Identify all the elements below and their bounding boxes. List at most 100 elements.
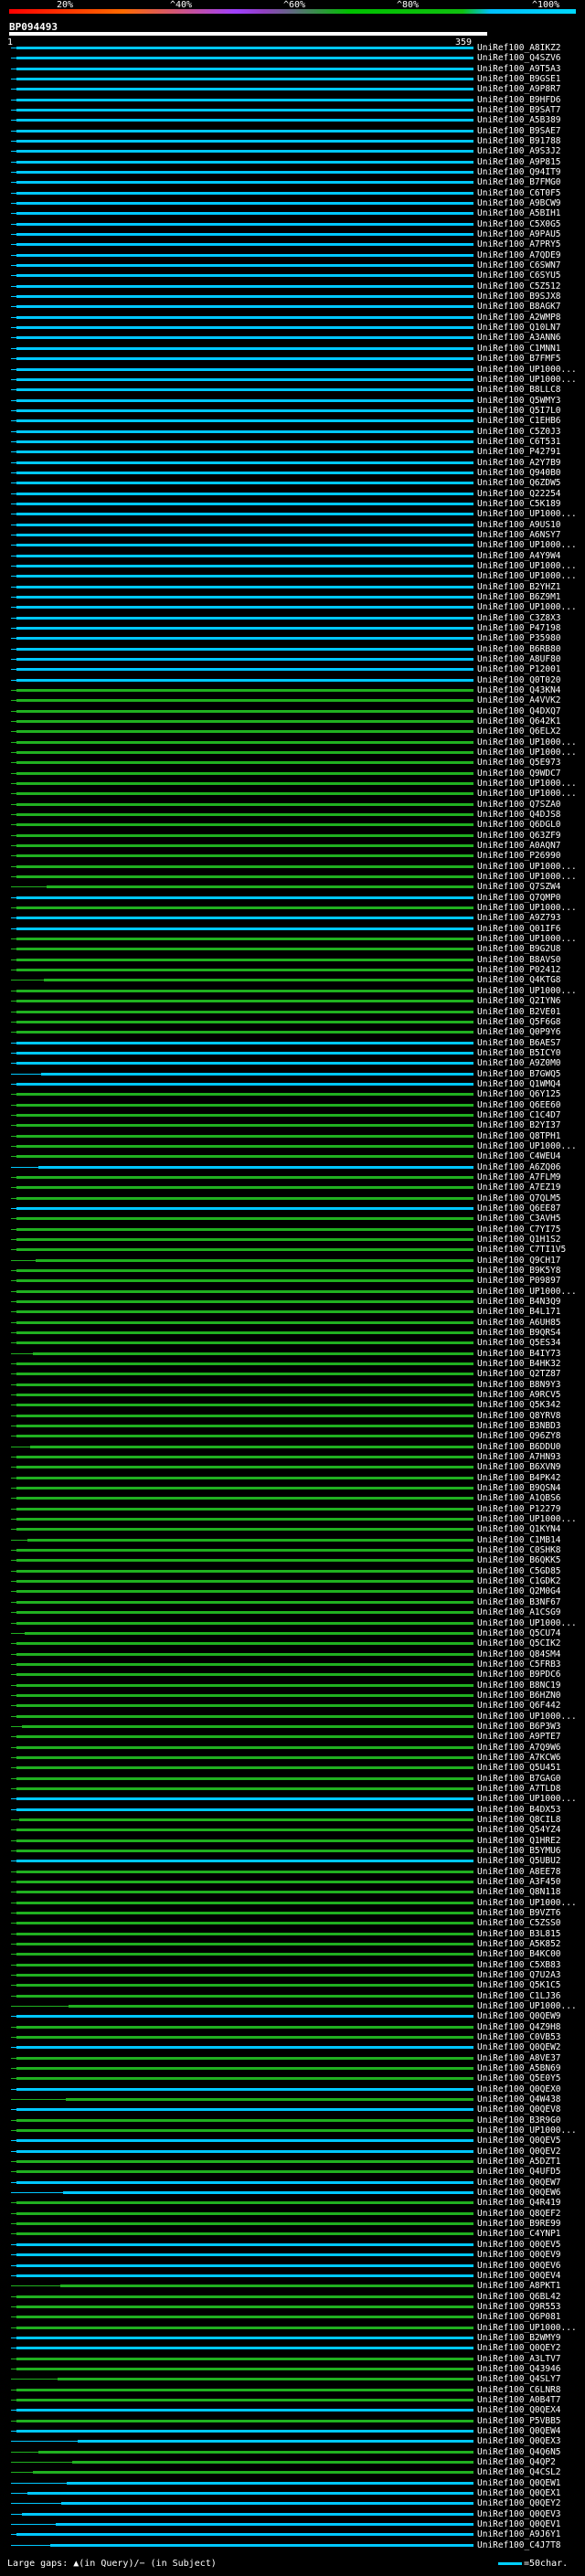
hit-id-label[interactable]: UniRef100_A9RCV5 [477,1390,561,1401]
hit-row[interactable]: UniRef100_UP1000... [0,2322,585,2334]
hit-row[interactable]: UniRef100_UP1000... [0,1897,585,1909]
hit-row[interactable]: UniRef100_Q5U451 [0,1762,585,1774]
hit-row[interactable]: UniRef100_A2Y7B9 [0,457,585,469]
hit-id-label[interactable]: UniRef100_A7QDE9 [477,249,561,260]
hit-id-label[interactable]: UniRef100_A5K852 [477,1939,561,1949]
hit-row[interactable]: UniRef100_P12001 [0,663,585,675]
hit-id-label[interactable]: UniRef100_B2YHZ1 [477,581,561,592]
hit-row[interactable]: UniRef100_C4J7T8 [0,2539,585,2551]
hit-row[interactable]: UniRef100_A5B389 [0,114,585,126]
hit-id-label[interactable]: UniRef100_Q0QEV5 [477,2239,561,2250]
hit-row[interactable]: UniRef100_UP1000... [0,364,585,376]
hit-row[interactable]: UniRef100_Q0QEW6 [0,2187,585,2199]
hit-row[interactable]: UniRef100_B9G2U8 [0,943,585,955]
hit-row[interactable]: UniRef100_Q4Z9H8 [0,2021,585,2033]
hit-row[interactable]: UniRef100_A8EE78 [0,1866,585,1878]
hit-id-label[interactable]: UniRef100_B8AGK7 [477,302,561,313]
hit-id-label[interactable]: UniRef100_UP1000... [477,1897,577,1908]
hit-id-label[interactable]: UniRef100_P35980 [477,633,561,644]
hit-row[interactable]: UniRef100_Q6Y125 [0,1088,585,1100]
hit-id-label[interactable]: UniRef100_C7YI75 [477,1224,561,1235]
hit-id-label[interactable]: UniRef100_Q9CH17 [477,1255,561,1266]
hit-row[interactable]: UniRef100_P35980 [0,632,585,644]
hit-id-label[interactable]: UniRef100_B8NC19 [477,1680,561,1691]
hit-row[interactable]: UniRef100_Q0QEV3 [0,2508,585,2520]
hit-id-label[interactable]: UniRef100_Q8TPH1 [477,1130,561,1141]
hit-id-label[interactable]: UniRef100_UP1000... [477,374,577,385]
hit-id-label[interactable]: UniRef100_A9S3J2 [477,146,561,157]
hit-id-label[interactable]: UniRef100_B4DX53 [477,1804,561,1815]
hit-row[interactable]: UniRef100_C5X0G5 [0,218,585,230]
hit-row[interactable]: UniRef100_Q4DXQ7 [0,705,585,717]
hit-row[interactable]: UniRef100_A5K852 [0,1938,585,1950]
hit-row[interactable]: UniRef100_Q43946 [0,2363,585,2375]
hit-row[interactable]: UniRef100_A9PAU5 [0,228,585,240]
hit-row[interactable]: UniRef100_B2VE01 [0,1006,585,1018]
hit-row[interactable]: UniRef100_Q54YZ4 [0,1824,585,1836]
hit-id-label[interactable]: UniRef100_B2VE01 [477,1006,561,1017]
hit-id-label[interactable]: UniRef100_C0VB53 [477,2032,561,2043]
hit-id-label[interactable]: UniRef100_Q6ZDW5 [477,478,561,489]
hit-id-label[interactable]: UniRef100_Q6DGL0 [477,820,561,831]
hit-id-label[interactable]: UniRef100_A1QBS6 [477,1493,561,1504]
hit-id-label[interactable]: UniRef100_C1EHB6 [477,416,561,427]
hit-id-label[interactable]: UniRef100_Q6P081 [477,2312,561,2323]
hit-row[interactable]: UniRef100_B4HK32 [0,1358,585,1370]
hit-row[interactable]: UniRef100_UP1000... [0,1793,585,1805]
hit-id-label[interactable]: UniRef100_B9SAT7 [477,105,561,116]
hit-id-label[interactable]: UniRef100_C6LNR8 [477,2384,561,2395]
hit-id-label[interactable]: UniRef100_Q7QMP0 [477,892,561,903]
hit-row[interactable]: UniRef100_Q63ZF9 [0,830,585,842]
hit-id-label[interactable]: UniRef100_Q0QEV9 [477,2250,561,2261]
hit-id-label[interactable]: UniRef100_Q0QEW6 [477,2188,561,2199]
hit-id-label[interactable]: UniRef100_Q5WMY3 [477,395,561,406]
hit-id-label[interactable]: UniRef100_A1CSG9 [477,1607,561,1618]
hit-row[interactable]: UniRef100_Q5UBU2 [0,1855,585,1867]
hit-row[interactable]: UniRef100_A7EZ19 [0,1182,585,1193]
hit-id-label[interactable]: UniRef100_Q0QEW9 [477,2011,561,2022]
hit-row[interactable]: UniRef100_C7YI75 [0,1224,585,1235]
hit-id-label[interactable]: UniRef100_P09897 [477,1276,561,1287]
hit-id-label[interactable]: UniRef100_A7PRY5 [477,239,561,250]
hit-row[interactable]: UniRef100_Q2M0G4 [0,1585,585,1597]
hit-row[interactable]: UniRef100_Q4DJS8 [0,809,585,821]
hit-row[interactable]: UniRef100_C5FRB3 [0,1659,585,1670]
hit-id-label[interactable]: UniRef100_B9SJX8 [477,292,561,302]
hit-id-label[interactable]: UniRef100_B6DDU0 [477,1441,561,1452]
hit-row[interactable]: UniRef100_A1QBS6 [0,1492,585,1504]
hit-id-label[interactable]: UniRef100_B4HK32 [477,1359,561,1370]
hit-row[interactable]: UniRef100_A5BIH1 [0,207,585,219]
hit-row[interactable]: UniRef100_B6RB80 [0,643,585,655]
hit-id-label[interactable]: UniRef100_Q940B0 [477,467,561,478]
hit-row[interactable]: UniRef100_Q4QP2 [0,2456,585,2468]
hit-row[interactable]: UniRef100_B2WMY9 [0,2332,585,2344]
hit-id-label[interactable]: UniRef100_Q94IT9 [477,167,561,178]
hit-row[interactable]: UniRef100_Q22254 [0,488,585,500]
hit-id-label[interactable]: UniRef100_A9Z0M0 [477,1058,561,1069]
hit-row[interactable]: UniRef100_P26990 [0,850,585,862]
hit-row[interactable]: UniRef100_B9SJX8 [0,291,585,302]
hit-row[interactable]: UniRef100_A3ANN6 [0,332,585,344]
hit-row[interactable]: UniRef100_UP1000... [0,737,585,748]
hit-id-label[interactable]: UniRef100_UP1000... [477,540,577,551]
hit-row[interactable]: UniRef100_C5Z0J3 [0,426,585,438]
hit-id-label[interactable]: UniRef100_B9HFD6 [477,94,561,105]
hit-id-label[interactable]: UniRef100_A9Z793 [477,913,561,924]
hit-row[interactable]: UniRef100_UP1000... [0,539,585,551]
hit-row[interactable]: UniRef100_Q1H1S2 [0,1234,585,1246]
hit-row[interactable]: UniRef100_B9HFD6 [0,94,585,106]
hit-row[interactable]: UniRef100_C0VB53 [0,2031,585,2043]
hit-id-label[interactable]: UniRef100_C6SYU5 [477,270,561,281]
hit-id-label[interactable]: UniRef100_B6RB80 [477,643,561,654]
hit-id-label[interactable]: UniRef100_Q5UBU2 [477,1856,561,1867]
hit-row[interactable]: UniRef100_A0AQN7 [0,840,585,852]
hit-id-label[interactable]: UniRef100_UP1000... [477,903,577,914]
hit-id-label[interactable]: UniRef100_Q4Z9H8 [477,2021,561,2032]
hit-row[interactable]: UniRef100_B6Z9M1 [0,591,585,603]
hit-id-label[interactable]: UniRef100_UP1000... [477,737,577,747]
hit-row[interactable]: UniRef100_A8IKZ2 [0,42,585,54]
hit-id-label[interactable]: UniRef100_B9G2U8 [477,944,561,955]
hit-row[interactable]: UniRef100_B9PDC6 [0,1669,585,1680]
hit-row[interactable]: UniRef100_B7GAG0 [0,1773,585,1785]
hit-id-label[interactable]: UniRef100_Q7SZA0 [477,799,561,810]
